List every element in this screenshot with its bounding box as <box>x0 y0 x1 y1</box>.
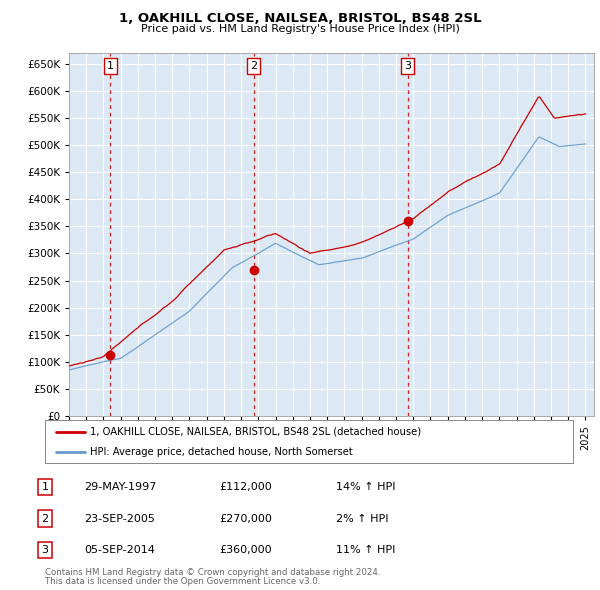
Text: 3: 3 <box>404 61 411 71</box>
Text: 2: 2 <box>250 61 257 71</box>
Text: Contains HM Land Registry data © Crown copyright and database right 2024.: Contains HM Land Registry data © Crown c… <box>45 568 380 577</box>
Text: 2% ↑ HPI: 2% ↑ HPI <box>336 514 389 523</box>
Text: 11% ↑ HPI: 11% ↑ HPI <box>336 545 395 555</box>
Text: 1, OAKHILL CLOSE, NAILSEA, BRISTOL, BS48 2SL: 1, OAKHILL CLOSE, NAILSEA, BRISTOL, BS48… <box>119 12 481 25</box>
Text: HPI: Average price, detached house, North Somerset: HPI: Average price, detached house, Nort… <box>90 447 353 457</box>
Text: 1: 1 <box>107 61 114 71</box>
Text: Price paid vs. HM Land Registry's House Price Index (HPI): Price paid vs. HM Land Registry's House … <box>140 24 460 34</box>
Text: £112,000: £112,000 <box>219 483 272 492</box>
Text: 1: 1 <box>41 483 49 492</box>
Text: 1, OAKHILL CLOSE, NAILSEA, BRISTOL, BS48 2SL (detached house): 1, OAKHILL CLOSE, NAILSEA, BRISTOL, BS48… <box>90 427 421 437</box>
Text: 23-SEP-2005: 23-SEP-2005 <box>84 514 155 523</box>
Text: This data is licensed under the Open Government Licence v3.0.: This data is licensed under the Open Gov… <box>45 578 320 586</box>
Text: 29-MAY-1997: 29-MAY-1997 <box>84 483 157 492</box>
Text: £270,000: £270,000 <box>219 514 272 523</box>
Text: 05-SEP-2014: 05-SEP-2014 <box>84 545 155 555</box>
Text: 3: 3 <box>41 545 49 555</box>
Text: £360,000: £360,000 <box>219 545 272 555</box>
Text: 14% ↑ HPI: 14% ↑ HPI <box>336 483 395 492</box>
Text: 2: 2 <box>41 514 49 523</box>
